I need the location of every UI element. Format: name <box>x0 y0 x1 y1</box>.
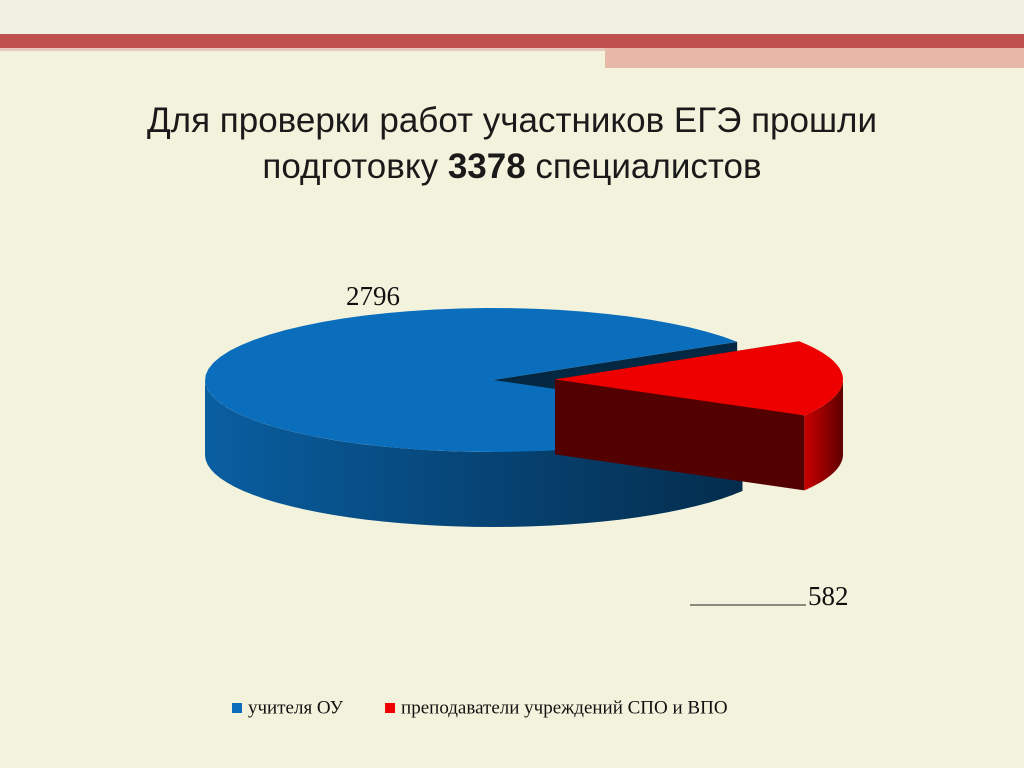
legend-label: преподаватели учреждений СПО и ВПО <box>401 697 728 718</box>
title-total: 3378 <box>448 147 526 186</box>
title-line-2: подготовку 3378 специалистов <box>262 147 761 186</box>
title-suffix: специалистов <box>535 147 761 186</box>
top-stripe <box>0 34 1024 48</box>
slice-top <box>554 341 843 416</box>
legend-label: учителя ОУ <box>248 697 344 718</box>
legend-swatch <box>232 703 242 713</box>
top-band <box>0 0 1024 34</box>
title-line-1: Для проверки работ участников ЕГЭ прошли <box>147 101 877 140</box>
title-text: подготовку <box>262 147 438 186</box>
data-label: 2796 <box>346 281 400 311</box>
legend-swatch <box>385 703 396 713</box>
top-stripe-light <box>605 48 1024 68</box>
data-label: 582 <box>808 581 849 611</box>
slice-outer-wall <box>804 379 843 491</box>
pie <box>205 308 843 527</box>
slice-inner-wall <box>554 379 805 491</box>
top-stripe-thin <box>0 48 605 51</box>
slice-outer-wall <box>205 380 743 527</box>
